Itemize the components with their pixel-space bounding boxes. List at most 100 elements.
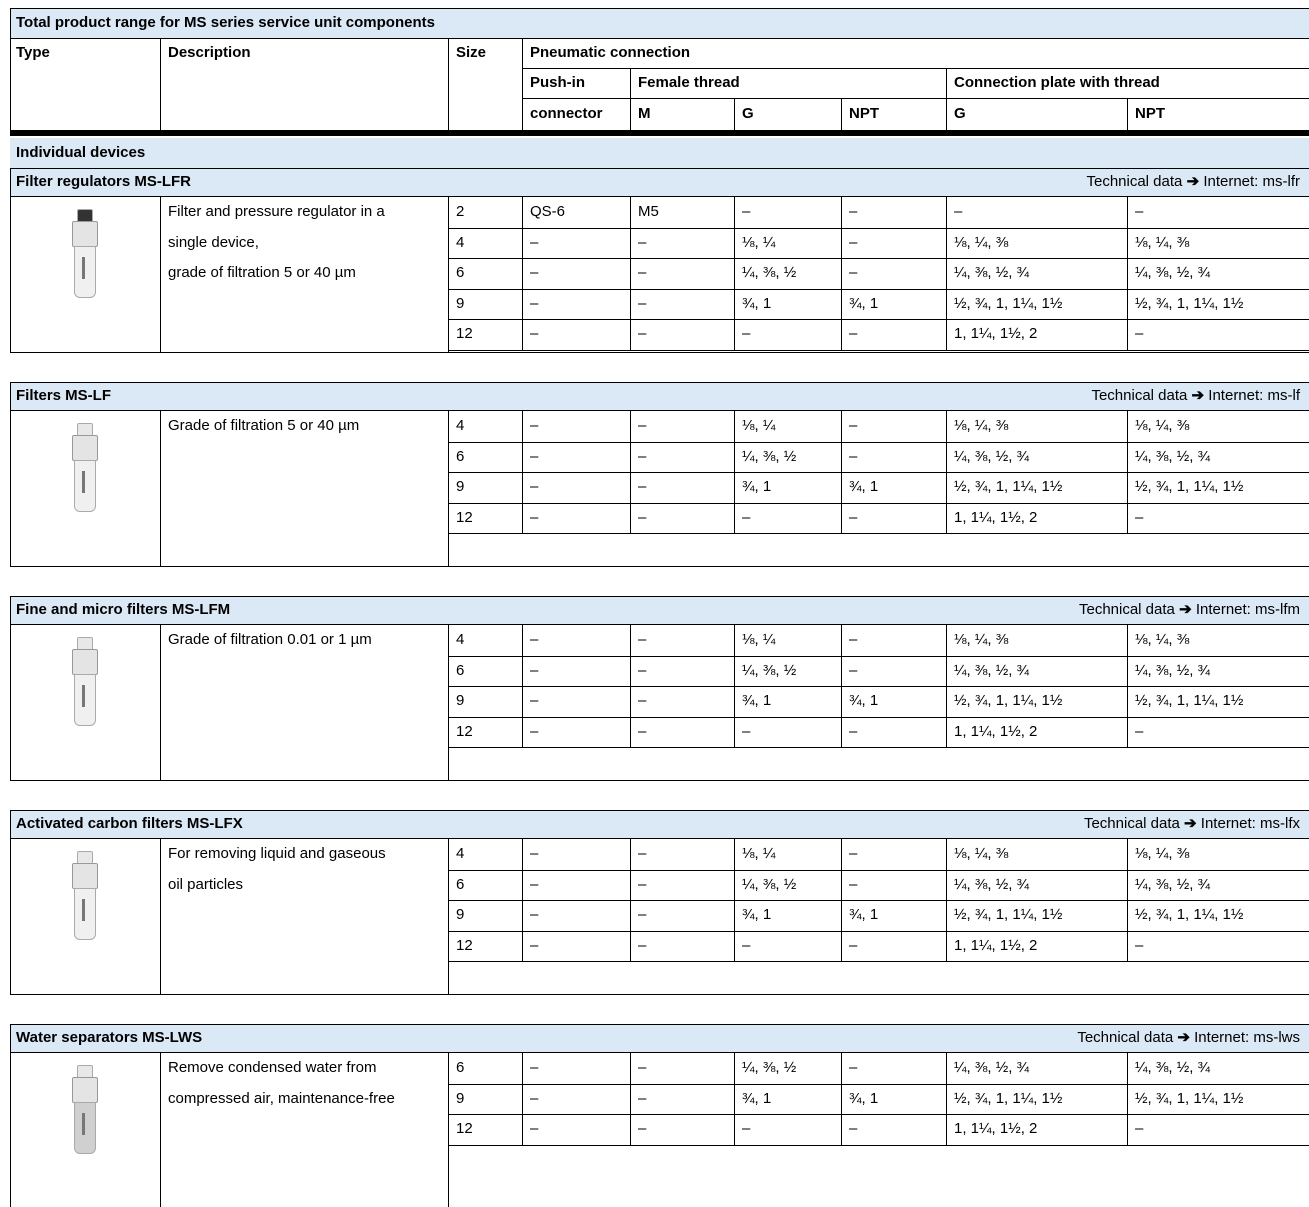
link-target: Internet: ms-lfx [1200,815,1300,832]
cell: 9 [456,692,465,710]
description: single device, [168,233,259,251]
rule [841,98,842,132]
cell: ½, ¾, 1, 1¼, 1½ [1135,906,1244,924]
cell: – [849,936,858,954]
cell: 4 [456,233,465,251]
rule [1127,1053,1128,1145]
cell: – [638,631,647,648]
cell: – [638,936,647,954]
rule [946,839,947,961]
header: Connection plate with thread [954,74,1160,91]
cell: – [530,478,539,496]
header: Type [16,44,50,61]
cell: ¼, ⅜, ½, ¾ [954,661,1030,679]
link-target: Internet: ms-lfm [1195,601,1300,618]
table-title: Total product range for MS series servic… [16,14,435,31]
rule [522,1053,523,1145]
icon-head [72,649,98,675]
section-link: Technical data ➔ Internet: ms-lws [1077,1024,1300,1052]
section-title: Water separators MS-LWS [16,1029,203,1046]
rule [10,352,1309,353]
rule [522,411,523,533]
rule [10,566,1309,567]
header: Pneumatic connection [530,44,691,61]
cell: – [849,1059,858,1076]
icon-bowl [74,1102,96,1154]
rule [734,411,735,533]
rule [160,38,161,132]
description: compressed air, maintenance-free [168,1089,395,1107]
cell: 12 [456,1120,473,1138]
cell: ½, ¾, 1, 1¼, 1½ [954,692,1063,710]
rule [10,624,1309,625]
rule [448,900,1309,901]
rule [10,780,1309,781]
cell: ¼, ⅜, ½, ¾ [1135,875,1211,893]
cell: – [530,661,539,679]
cell: – [849,447,858,465]
cell: – [1135,325,1144,343]
rule [734,1053,735,1145]
rule [522,625,523,747]
icon-bowl [74,460,96,512]
cell: ½, ¾, 1, 1¼, 1½ [954,478,1063,496]
cell: – [849,1120,858,1138]
rule [10,810,1309,811]
cell: ½, ¾, 1, 1¼, 1½ [954,294,1063,312]
cell: – [1135,1120,1144,1138]
band [10,382,1309,410]
link-arrow: ➔ [1186,173,1200,190]
cell: 9 [456,906,465,924]
description: Filter and pressure regulator in a [168,203,385,220]
cell: – [530,294,539,312]
cell: – [742,508,751,526]
rule [10,1024,11,1207]
icon-bowl [74,888,96,940]
cell: – [638,233,647,251]
cell: ¼, ⅜, ½ [742,875,797,893]
cell: 6 [456,661,465,679]
cell: 1, 1¼, 1½, 2 [954,508,1038,526]
rule [448,1084,1309,1085]
cell: ¼, ⅜, ½, ¾ [1135,1059,1211,1076]
cell: – [742,325,751,343]
cell: 9 [456,478,465,496]
cell: ⅛, ¼, ⅜ [954,845,1009,862]
cell: ½, ¾, 1, 1¼, 1½ [1135,478,1244,496]
rule [448,717,1309,718]
cell: 1, 1¼, 1½, 2 [954,936,1038,954]
cell: – [849,875,858,893]
band [10,8,1309,38]
link-arrow: ➔ [1177,1029,1190,1046]
cell: ¼, ⅜, ½, ¾ [954,875,1030,893]
header: Description [168,44,251,61]
rule [448,350,1309,351]
rule [10,838,1309,839]
cell: 1, 1¼, 1½, 2 [954,325,1038,343]
cell: 1, 1¼, 1½, 2 [954,722,1038,740]
rule [10,382,1309,383]
rule [448,1145,1309,1146]
description: oil particles [168,875,244,893]
section-title: Filter regulators MS-LFR [16,173,192,190]
rule [10,810,11,994]
icon-window [82,685,85,707]
cell: ¾, 1 [849,692,879,710]
rule [448,258,1309,259]
icon-window [82,899,85,921]
cell: – [638,264,647,282]
cell: ¾, 1 [849,294,879,312]
cell: – [742,203,751,220]
icon-window [82,257,85,279]
cell: 12 [456,325,473,343]
rule [946,625,947,747]
cell: ¾, 1 [742,1089,772,1107]
cell: ⅛, ¼, ⅜ [1135,631,1190,648]
cell: ¾, 1 [742,692,772,710]
rule [10,196,1309,197]
rule [1127,98,1128,132]
rule [10,596,1309,597]
rule [448,319,1309,320]
group-heading: Individual devices [16,144,146,161]
